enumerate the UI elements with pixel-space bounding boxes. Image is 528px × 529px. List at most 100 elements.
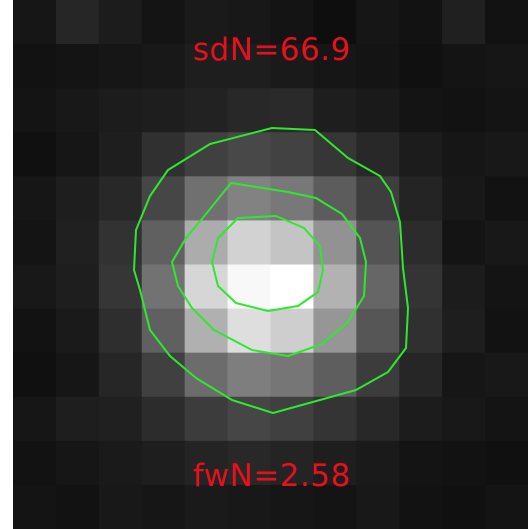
pixel — [313, 220, 357, 266]
pixel — [313, 396, 357, 442]
pixel — [270, 264, 315, 310]
contour-overlay — [133, 127, 409, 414]
pixel — [98, 352, 143, 398]
pixel — [13, 264, 57, 310]
pixel — [55, 396, 100, 442]
pixel — [399, 352, 443, 398]
pixel — [356, 440, 400, 486]
pixel — [13, 396, 57, 442]
pixel — [184, 440, 229, 486]
pixel — [13, 132, 57, 177]
pixel — [442, 0, 486, 45]
pixel — [98, 396, 143, 442]
pixel — [356, 0, 400, 45]
pixel — [313, 88, 357, 133]
pixel — [141, 396, 186, 442]
pixel — [270, 308, 315, 354]
pixel — [98, 176, 143, 222]
pixel — [485, 308, 528, 354]
pixel — [356, 484, 400, 529]
pixel — [184, 264, 229, 310]
pixel — [356, 88, 400, 133]
pixel — [442, 88, 486, 133]
pixel — [227, 352, 272, 398]
pixel — [141, 0, 186, 45]
pixel — [55, 132, 100, 177]
pixel — [55, 44, 100, 89]
pixel — [442, 352, 486, 398]
pixel — [485, 88, 528, 133]
pixel — [356, 132, 400, 177]
pixel — [13, 176, 57, 222]
pixel — [13, 352, 57, 398]
pixel — [55, 484, 100, 529]
pixel — [313, 440, 357, 486]
pixel — [227, 44, 272, 89]
pixel — [55, 0, 100, 45]
pixel — [485, 440, 528, 486]
pixel — [399, 440, 443, 486]
pixel — [227, 484, 272, 529]
pixel — [184, 484, 229, 529]
pixel — [485, 0, 528, 45]
pixel — [13, 220, 57, 266]
pixel — [313, 308, 357, 354]
pixel — [55, 264, 100, 310]
pixel — [184, 220, 229, 266]
pixel — [141, 220, 186, 266]
pixel — [399, 396, 443, 442]
pixel — [270, 352, 315, 398]
pixel — [270, 220, 315, 266]
pixel — [442, 264, 486, 310]
sdn-label: sdN=66.9 — [193, 32, 351, 68]
pixel — [98, 484, 143, 529]
pixel — [141, 308, 186, 354]
pixel — [13, 44, 57, 89]
pixel — [399, 220, 443, 266]
pixel — [270, 176, 315, 222]
pixel — [141, 440, 186, 486]
pixel — [356, 264, 400, 310]
pixel — [356, 352, 400, 398]
pixel — [270, 440, 315, 486]
pixel — [13, 308, 57, 354]
pixel — [442, 440, 486, 486]
pixel — [442, 220, 486, 266]
pixel — [356, 396, 400, 442]
pixel — [227, 132, 272, 177]
pixel — [98, 132, 143, 177]
pixel — [98, 0, 143, 45]
pixel — [442, 484, 486, 529]
pixel — [270, 132, 315, 177]
pixel — [13, 0, 57, 45]
pixel — [399, 88, 443, 133]
pixel — [313, 352, 357, 398]
pixel — [98, 440, 143, 486]
pixel — [55, 352, 100, 398]
pixel — [184, 88, 229, 133]
pixel — [184, 44, 229, 89]
pixel — [227, 88, 272, 133]
pixel — [55, 176, 100, 222]
pixel — [313, 264, 357, 310]
pixel — [227, 0, 272, 45]
pixel — [98, 44, 143, 89]
pixel — [141, 44, 186, 89]
pixel — [442, 396, 486, 442]
pixel — [356, 220, 400, 266]
pixel — [356, 44, 400, 89]
pixel — [270, 44, 315, 89]
pixel — [313, 0, 357, 45]
pixel — [270, 484, 315, 529]
pixel — [356, 308, 400, 354]
pixel — [13, 484, 57, 529]
pixel — [13, 88, 57, 133]
pixel — [141, 132, 186, 177]
pixel — [485, 176, 528, 222]
pixel — [442, 308, 486, 354]
pixel — [55, 88, 100, 133]
pixel — [313, 176, 357, 222]
pixel — [227, 396, 272, 442]
